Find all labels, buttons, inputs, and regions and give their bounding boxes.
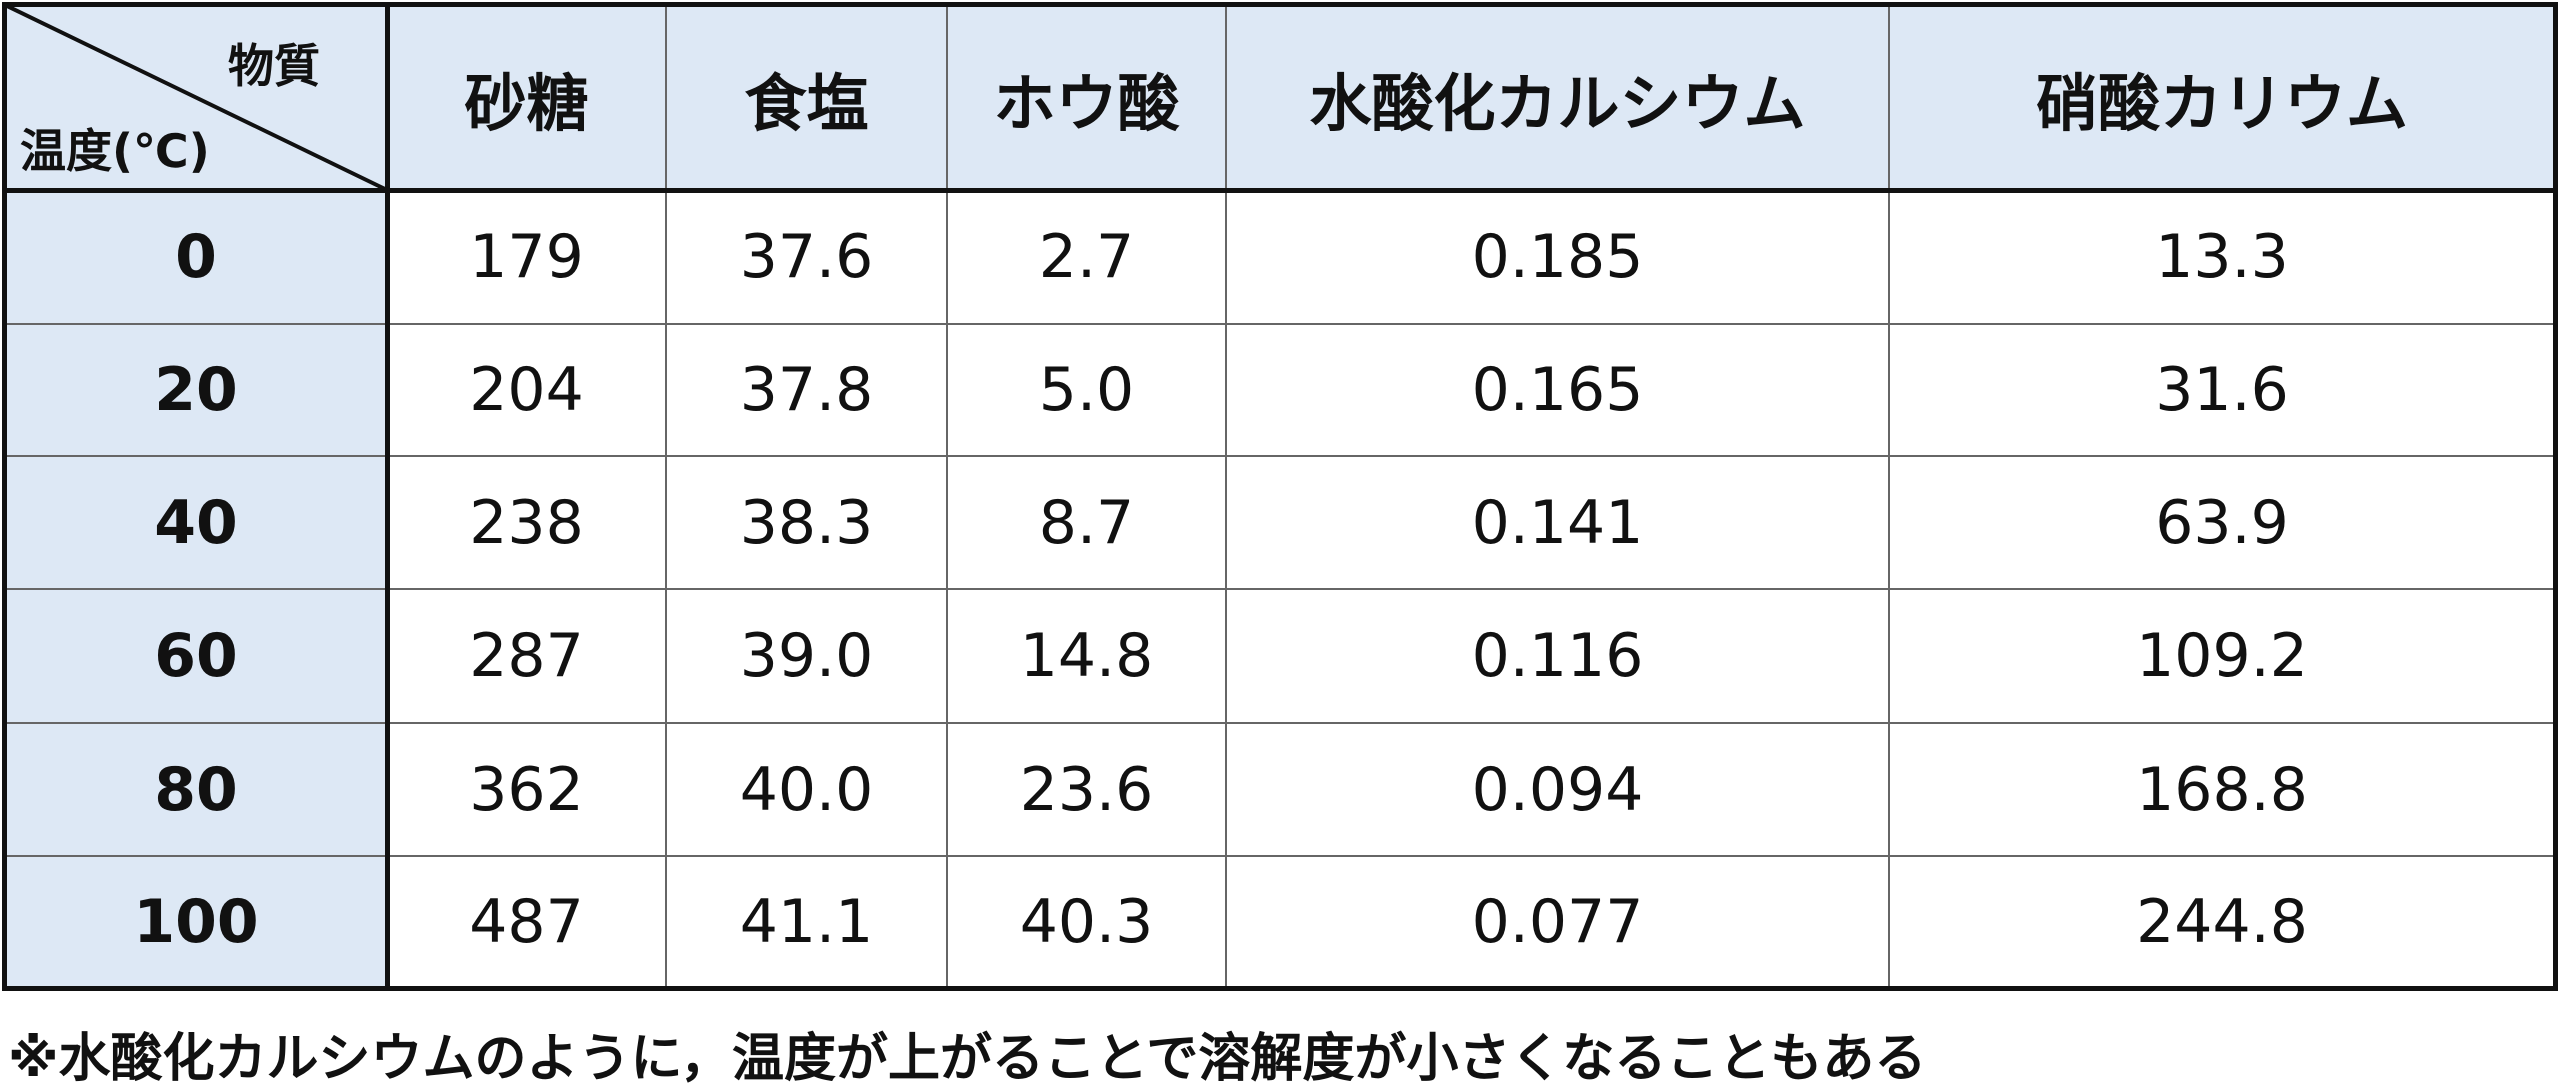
table-cell: 0.141: [1471, 487, 1644, 558]
table-cell: 204: [469, 355, 584, 425]
row-label: 0: [5, 190, 387, 324]
header-row-divider: [5, 188, 2555, 193]
row-label: 100: [5, 856, 387, 988]
row-label: 40: [5, 456, 387, 589]
column-header: 砂糖: [387, 5, 666, 190]
table-cell: 14.8: [1019, 621, 1154, 691]
table-cell: 13.3: [2155, 222, 2289, 292]
table-cell: 0.185: [1471, 222, 1644, 292]
corner-top-label: 物質: [228, 39, 320, 93]
column-header: ホウ酸: [947, 5, 1226, 190]
table-cell: 362: [469, 754, 584, 825]
corner-diagonal: [5, 5, 387, 190]
table-cell: 39.0: [739, 621, 874, 691]
row-divider: [5, 722, 2555, 724]
table-cell: 37.6: [739, 222, 874, 292]
table-cell: 63.9: [2155, 487, 2289, 558]
table-cell: 40.0: [739, 754, 874, 825]
table-cell: 0.094: [1471, 754, 1644, 825]
row-divider: [5, 323, 2555, 325]
table-cell: 179: [469, 222, 584, 292]
table-cell: 8.7: [1038, 487, 1135, 558]
table-cell: 5.0: [1038, 355, 1135, 425]
column-divider: [1225, 5, 1227, 988]
row-divider: [5, 855, 2555, 857]
column-divider: [946, 5, 948, 988]
row-divider: [5, 455, 2555, 457]
table-cell: 238: [469, 487, 584, 558]
table-cell: 0.077: [1471, 887, 1644, 957]
row-divider: [5, 588, 2555, 590]
row-label: 60: [5, 589, 387, 723]
corner-bottom-label: 温度(℃): [20, 124, 210, 178]
table-cell: 109.2: [2136, 621, 2308, 691]
table-cell: 37.8: [739, 355, 874, 425]
header-column-divider: [385, 5, 390, 988]
table-border: [2, 2, 2558, 991]
table-cell: 40.3: [1019, 887, 1154, 957]
footnote: ※水酸化カルシウムのように，温度が上がることで溶解度が小さくなることもある: [8, 1029, 1927, 1089]
row-label: 20: [5, 324, 387, 456]
row-label: 80: [5, 723, 387, 856]
table-cell: 487: [469, 887, 584, 957]
column-header: 食塩: [666, 5, 947, 190]
column-divider: [1888, 5, 1890, 988]
table-cell: 244.8: [2136, 887, 2308, 957]
table-cell: 287: [469, 621, 584, 691]
column-header: 硝酸カリウム: [1889, 5, 2555, 190]
column-divider: [665, 5, 667, 988]
table-cell: 38.3: [739, 487, 874, 558]
column-header: 水酸化カルシウム: [1226, 5, 1889, 190]
table-cell: 0.165: [1471, 355, 1644, 425]
table-cell: 168.8: [2136, 754, 2308, 825]
table-cell: 31.6: [2155, 355, 2289, 425]
table-cell: 41.1: [739, 887, 874, 957]
table-cell: 2.7: [1038, 222, 1135, 292]
table-cell: 0.116: [1471, 621, 1644, 691]
table-cell: 23.6: [1019, 754, 1154, 825]
